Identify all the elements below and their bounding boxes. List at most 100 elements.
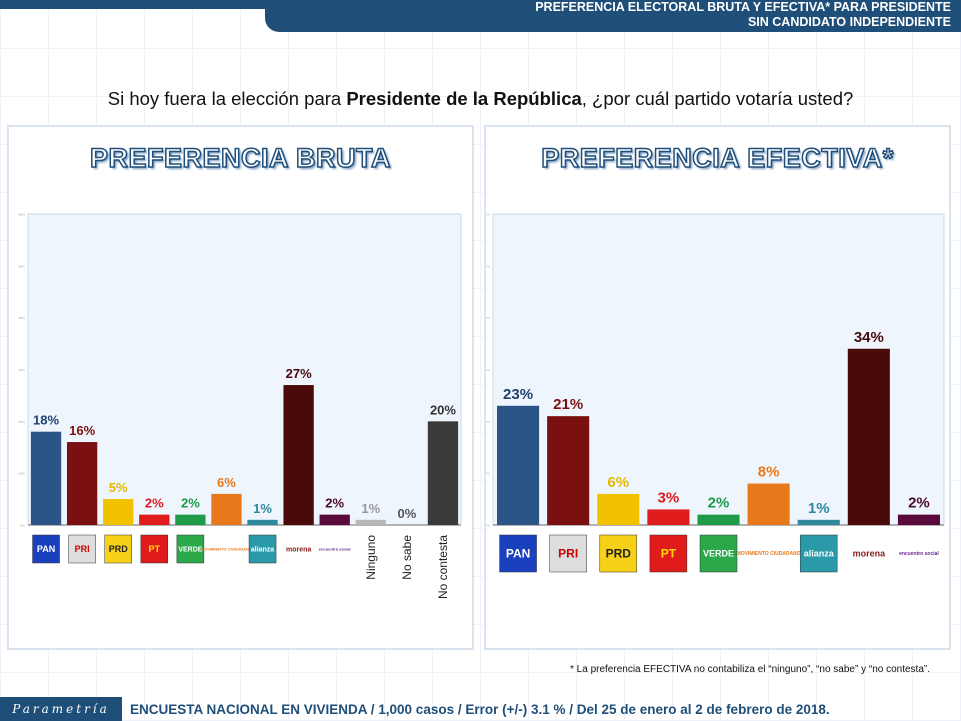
party-logo-movimiento-ciudadano [750,535,788,572]
bar-alianza [247,519,278,525]
y-tick-label: 0% [486,524,490,528]
data-label: 8% [758,464,780,481]
y-tick-label: 0% [20,524,25,528]
bar-verde [697,514,740,525]
bar-alianza [797,519,840,525]
party-logo-pan [32,534,60,564]
party-logo-label: PRI [558,547,578,561]
data-label: 23% [503,386,533,403]
party-logo-pan [499,534,537,573]
y-tick-label: 30% [18,368,25,372]
bar-movimiento-ciudadano [747,483,790,525]
party-logo-label: alianza [251,546,274,553]
bar-pri [66,442,98,525]
bar-morena [283,385,314,525]
survey-info: ENCUESTA NACIONAL EN VIVIENDA / 1,000 ca… [130,702,830,717]
party-logo-label: encuentro social [319,546,351,551]
party-logo-encuentro-social [900,535,938,572]
data-label: 1% [253,501,272,516]
question-bold: Presidente de la República [346,88,582,109]
party-logo-pt [649,534,688,573]
bar-morena [847,348,890,525]
party-logo-label: VERDE [178,546,202,553]
bar-pt [647,509,690,525]
y-tick-label: 40% [18,316,25,320]
party-logo-encuentro-social [321,535,349,563]
question: Si hoy fuera la elección para Presidente… [0,88,961,110]
party-logo-prd [104,534,132,564]
y-tick-label: 40% [486,316,490,320]
header-banner: PREFERENCIA ELECTORAL BRUTA Y EFECTIVA* … [265,0,961,32]
y-tick-label: 10% [486,472,490,476]
party-logo-label: MOVIMIENTO CIUDADANO [737,551,801,557]
y-tick-label: 20% [486,420,490,424]
brand-logo: Parametría [0,697,122,721]
category-label: No sabe [400,535,414,580]
party-logo-alianza [799,534,838,573]
y-tick-label: 30% [486,368,490,372]
party-logo-verde [176,534,205,564]
y-tick-label: 50% [18,264,25,268]
bar-pan [30,431,62,525]
data-label: 27% [286,366,312,381]
data-label: 5% [109,480,128,495]
plot-area [27,213,462,526]
y-tick-label: 60% [18,213,25,217]
party-logo-label: MOVIMIENTO CIUDADANO [201,546,252,551]
party-logo-label: morena [286,546,311,553]
party-logo-label: PAN [37,544,55,554]
data-label: 2% [908,495,930,512]
party-logo-label: PRD [606,547,632,561]
bar-encuentro-social [897,514,940,525]
data-label: 2% [181,496,200,511]
chart-title: PREFERENCIA BRUTA [89,142,391,174]
category-label: Ninguno [364,535,378,580]
data-label: 34% [854,329,884,346]
data-label: 2% [325,496,344,511]
y-tick-label: 60% [486,213,490,217]
bar-encuentro-social [319,514,350,525]
data-label: 18% [33,413,59,428]
party-logo-label: PT [661,547,677,561]
footnote: * La preferencia EFECTIVA no contabiliza… [570,664,931,675]
bar-prd [103,499,134,525]
question-post: , ¿por cuál partido votaría usted? [581,88,854,109]
data-label: 3% [658,489,680,506]
y-tick-label: 50% [486,264,490,268]
bar-pan [497,405,540,525]
chart-efectiva: 0% 10% 20% 30% 40% 50% 60% 23% PAN 21% PRI 6% PRD 3% P… [486,213,945,573]
party-logo-pri [549,534,587,573]
data-label: 2% [145,496,164,511]
header-title-line1: PREFERENCIA ELECTORAL BRUTA Y EFECTIVA* … [535,0,951,14]
data-label: 21% [553,396,583,413]
party-logo-verde [699,534,738,573]
bar-pt [139,514,170,525]
data-label: 1% [361,501,380,516]
data-label: 1% [808,500,830,517]
header-title-line2: SIN CANDIDATO INDEPENDIENTE [747,15,951,29]
panel-bruta: PREFERENCIA BRUTA 0% 10% 20% 30% 40% 50% 60% 18… [7,125,474,650]
party-logo-morena [285,535,313,563]
party-logo-label: VERDE [703,549,734,559]
party-logo-alianza [248,534,277,564]
party-logo-label: alianza [804,549,835,559]
party-logo-label: PRI [75,544,90,554]
y-tick-label: 20% [18,420,25,424]
data-label: 6% [217,475,236,490]
party-logo-movimiento-ciudadano [212,535,240,563]
party-logo-label: PT [149,544,161,554]
y-tick-label: 10% [18,472,25,476]
party-logo-prd [599,534,638,573]
question-pre: Si hoy fuera la elección para [107,88,347,109]
party-logo-label: PAN [506,547,530,561]
data-label: 0% [397,506,416,521]
party-logo-label: encuentro social [899,551,939,557]
panel-efectiva: PREFERENCIA EFECTIVA* 0% 10% 20% 30% 40% 50% 6… [484,125,951,650]
data-label: 20% [430,402,456,417]
party-logo-pt [140,534,169,564]
party-logo-label: PRD [109,544,129,554]
chart-title: PREFERENCIA EFECTIVA* [540,142,894,174]
party-logo-morena [850,535,888,572]
bar-verde [175,514,206,525]
category-label: No contesta [436,535,450,599]
